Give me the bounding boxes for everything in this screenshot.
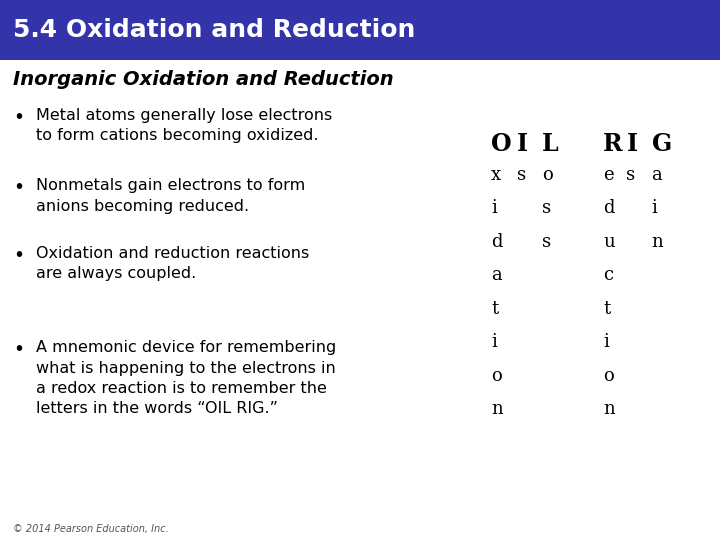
- Text: n: n: [603, 400, 615, 418]
- Text: I: I: [517, 132, 528, 156]
- Text: Metal atoms generally lose electrons
to form cations becoming oxidized.: Metal atoms generally lose electrons to …: [36, 108, 332, 144]
- Text: a: a: [491, 266, 502, 284]
- Text: x: x: [491, 166, 501, 184]
- Text: t: t: [491, 300, 498, 318]
- Text: i: i: [491, 199, 497, 217]
- Text: e: e: [603, 166, 614, 184]
- Text: t: t: [603, 300, 611, 318]
- Text: s: s: [517, 166, 526, 184]
- Text: n: n: [652, 233, 663, 251]
- Text: s: s: [626, 166, 636, 184]
- Text: s: s: [542, 233, 552, 251]
- Text: d: d: [603, 199, 615, 217]
- Text: Oxidation and reduction reactions
are always coupled.: Oxidation and reduction reactions are al…: [36, 246, 310, 281]
- Text: o: o: [603, 367, 614, 384]
- Text: 5.4 Oxidation and Reduction: 5.4 Oxidation and Reduction: [13, 18, 415, 42]
- Text: o: o: [491, 367, 502, 384]
- Text: L: L: [542, 132, 559, 156]
- Text: •: •: [13, 178, 24, 197]
- Text: a: a: [652, 166, 662, 184]
- Text: Inorganic Oxidation and Reduction: Inorganic Oxidation and Reduction: [13, 70, 394, 89]
- Text: G: G: [652, 132, 672, 156]
- Text: o: o: [542, 166, 553, 184]
- Text: •: •: [13, 108, 24, 127]
- Text: i: i: [603, 333, 609, 351]
- Text: d: d: [491, 233, 503, 251]
- Text: I: I: [626, 132, 637, 156]
- Text: n: n: [491, 400, 503, 418]
- Text: A mnemonic device for remembering
what is happening to the electrons in
a redox : A mnemonic device for remembering what i…: [36, 340, 336, 416]
- Text: O: O: [491, 132, 512, 156]
- Text: © 2014 Pearson Education, Inc.: © 2014 Pearson Education, Inc.: [13, 523, 168, 534]
- Text: u: u: [603, 233, 615, 251]
- Text: c: c: [603, 266, 613, 284]
- Text: R: R: [603, 132, 623, 156]
- FancyBboxPatch shape: [0, 0, 720, 60]
- Text: •: •: [13, 246, 24, 265]
- Text: i: i: [491, 333, 497, 351]
- Text: i: i: [652, 199, 657, 217]
- Text: Nonmetals gain electrons to form
anions becoming reduced.: Nonmetals gain electrons to form anions …: [36, 178, 305, 214]
- Text: •: •: [13, 340, 24, 359]
- Text: s: s: [542, 199, 552, 217]
